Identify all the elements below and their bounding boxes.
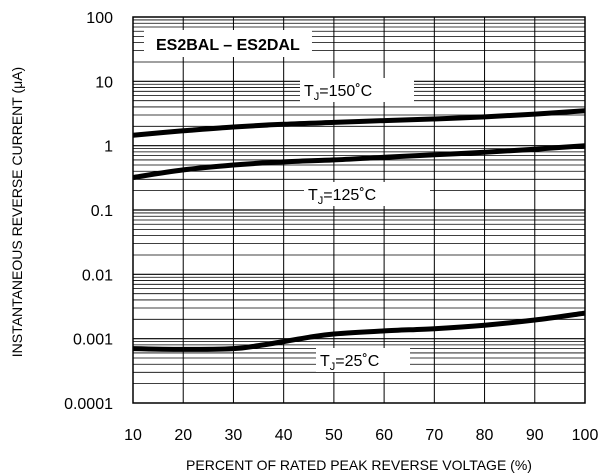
y-axis-label: INSTANTANEOUS REVERSE CURRENT (μA) (9, 67, 25, 357)
series-annotations: TJ=150˚C TJ=125˚C TJ=25˚C (300, 78, 430, 373)
x-tick-label: 90 (526, 427, 544, 444)
x-tick-label: 60 (375, 427, 393, 444)
series-line (132, 108, 586, 138)
series-label: TJ=150˚C (304, 83, 372, 103)
annotation-background (300, 78, 414, 102)
y-tick-label: 0.0001 (64, 396, 113, 413)
series-line (132, 143, 586, 180)
series-annotation: TJ=150˚C (300, 78, 414, 103)
tick-labels: 10 20 30 40 50 60 70 80 90 100 0.0001 0.001 0.01 0.1 1… (64, 10, 598, 444)
x-tick-label: 80 (476, 427, 494, 444)
series-annotation: TJ=125˚C (304, 182, 430, 207)
series-layer (132, 108, 586, 352)
y-tick-label: 0.01 (82, 267, 113, 284)
x-tick-label: 50 (325, 427, 343, 444)
y-tick-label: 10 (95, 74, 113, 91)
x-tick-label: 30 (225, 427, 243, 444)
x-tick-label: 10 (124, 427, 142, 444)
plot-frame (132, 16, 586, 404)
y-tick-label: 1 (104, 139, 113, 156)
x-tick-label: 100 (572, 427, 599, 444)
chart-title-background (144, 30, 312, 57)
chart-title-box: ES2BAL – ES2DAL (144, 30, 312, 57)
series-label: TJ=125˚C (308, 187, 376, 207)
series-label: TJ=25˚C (320, 353, 379, 373)
series-annotation: TJ=25˚C (316, 348, 410, 373)
annotation-background (304, 182, 430, 206)
y-tick-label: 100 (86, 10, 113, 27)
x-axis-label: PERCENT OF RATED PEAK REVERSE VOLTAGE (%… (186, 457, 532, 473)
x-tick-label: 40 (275, 427, 293, 444)
y-tick-label: 0.001 (73, 332, 113, 349)
annotation-background (316, 348, 410, 372)
chart-title: ES2BAL – ES2DAL (156, 37, 300, 54)
y-tick-label: 0.1 (91, 203, 113, 220)
x-tick-label: 70 (425, 427, 443, 444)
x-tick-label: 20 (174, 427, 192, 444)
series-line (132, 310, 586, 352)
